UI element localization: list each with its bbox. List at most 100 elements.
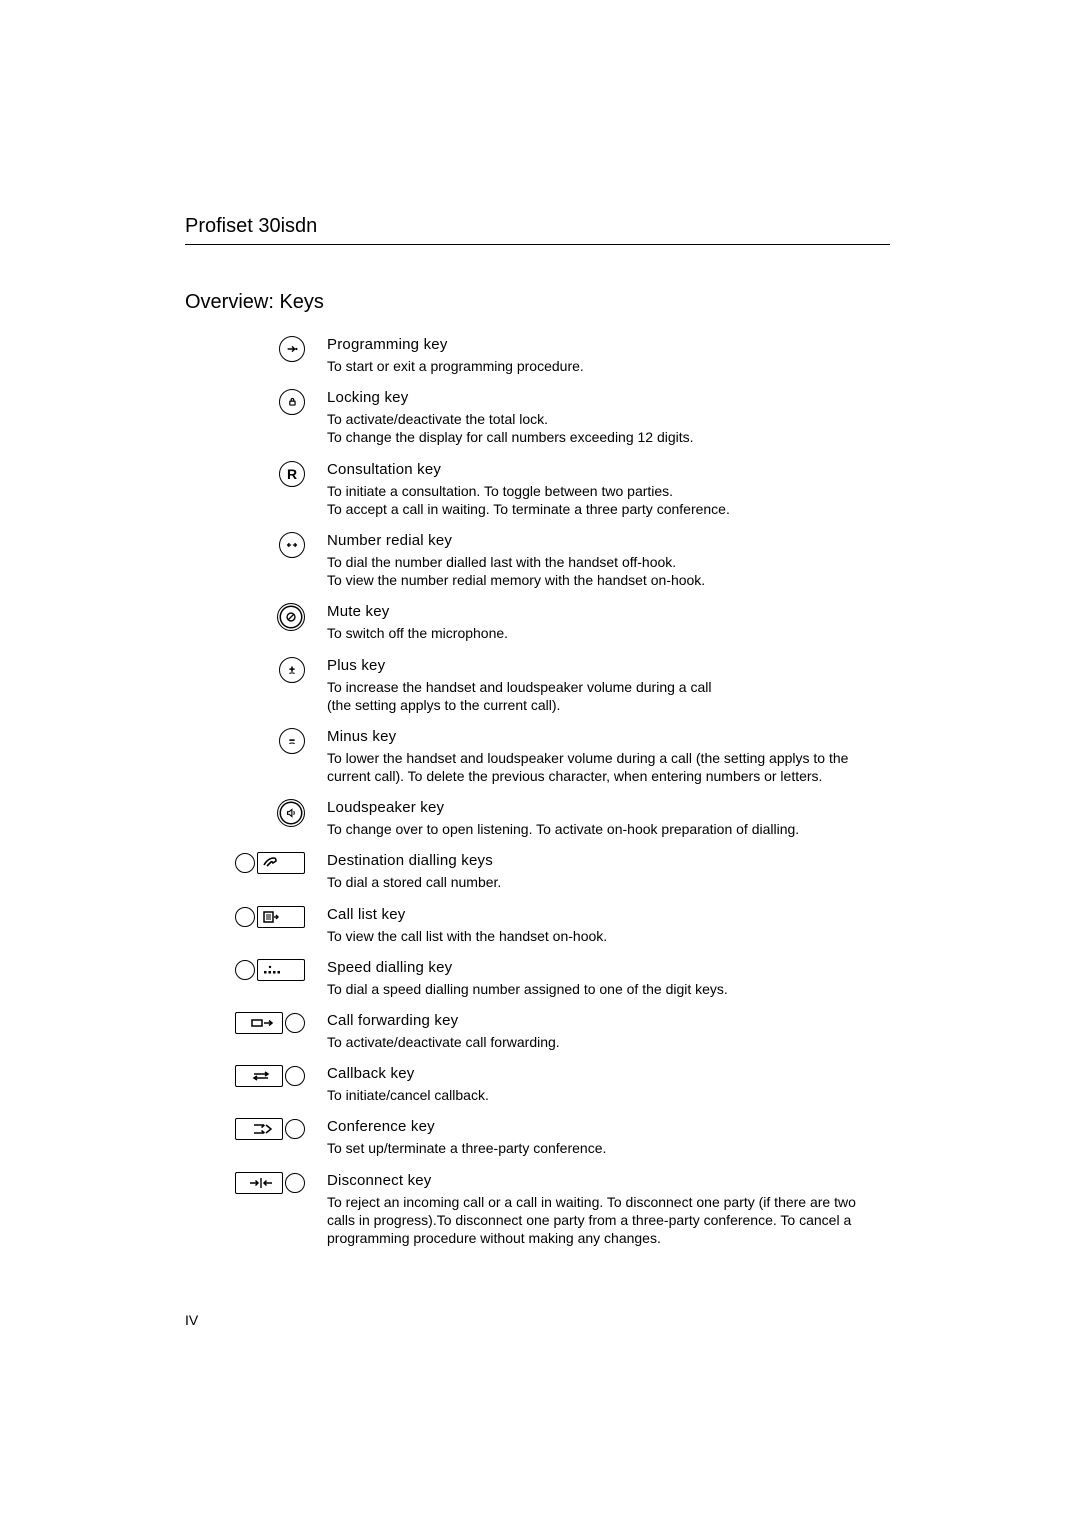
icon-cell [185, 959, 327, 981]
key-row-mute: Mute key To switch off the microphone. [185, 603, 895, 642]
disconnect-key-icon [235, 1172, 305, 1194]
key-row-speed-dial: Speed dialling key To dial a speed diall… [185, 959, 895, 998]
keycap-icon [257, 906, 305, 928]
key-row-consultation: R Consultation key To initiate a consult… [185, 461, 895, 518]
led-icon [235, 907, 255, 927]
icon-cell [185, 657, 327, 683]
text-cell: Programming key To start or exit a progr… [327, 336, 882, 375]
text-cell: Mute key To switch off the microphone. [327, 603, 882, 642]
keycap-icon [257, 852, 305, 874]
callback-key-icon [235, 1065, 305, 1087]
led-icon [235, 960, 255, 980]
key-name: Call forwarding key [327, 1012, 882, 1029]
icon-cell [185, 799, 327, 827]
key-row-redial: Number redial key To dial the number dia… [185, 532, 895, 589]
keys-list: Programming key To start or exit a progr… [185, 336, 895, 1261]
key-desc: To switch off the microphone. [327, 624, 882, 642]
key-desc: To dial a stored call number. [327, 873, 882, 891]
icon-cell [185, 728, 327, 754]
page-number: IV [185, 1312, 198, 1328]
section-title: Overview: Keys [185, 291, 895, 314]
key-desc: To reject an incoming call or a call in … [327, 1193, 882, 1248]
key-desc: To increase the handset and loudspeaker … [327, 678, 882, 714]
key-row-minus: Minus key To lower the handset and louds… [185, 728, 895, 785]
loudspeaker-icon [277, 799, 305, 827]
conference-key-icon [235, 1118, 305, 1140]
key-desc: To initiate a consultation. To toggle be… [327, 482, 882, 518]
text-cell: Disconnect key To reject an incoming cal… [327, 1172, 882, 1248]
icon-cell [185, 1012, 327, 1034]
keycap-icon [257, 959, 305, 981]
icon-cell [185, 603, 327, 631]
icon-cell [185, 336, 327, 362]
icon-cell [185, 1065, 327, 1087]
key-row-conference: Conference key To set up/terminate a thr… [185, 1118, 895, 1157]
locking-icon [279, 389, 305, 415]
key-row-plus: Plus key To increase the handset and lou… [185, 657, 895, 714]
led-icon [285, 1119, 305, 1139]
led-icon [285, 1173, 305, 1193]
led-icon [285, 1066, 305, 1086]
key-name: Programming key [327, 336, 882, 353]
text-cell: Destination dialling keys To dial a stor… [327, 852, 882, 891]
programming-icon [279, 336, 305, 362]
destination-key-icon [235, 852, 305, 874]
key-row-callback: Callback key To initiate/cancel callback… [185, 1065, 895, 1104]
minus-icon [279, 728, 305, 754]
device-title: Profiset 30isdn [185, 215, 890, 245]
consultation-icon: R [279, 461, 305, 487]
key-row-destination: Destination dialling keys To dial a stor… [185, 852, 895, 891]
text-cell: Locking key To activate/deactivate the t… [327, 389, 882, 446]
speed-dial-key-icon [235, 959, 305, 981]
key-desc: To dial a speed dialling number assigned… [327, 980, 882, 998]
redial-icon [279, 532, 305, 558]
key-name: Disconnect key [327, 1172, 882, 1189]
key-desc: To start or exit a programming procedure… [327, 357, 882, 375]
icon-cell [185, 389, 327, 415]
keycap-icon [235, 1172, 283, 1194]
key-desc: To set up/terminate a three-party confer… [327, 1139, 882, 1157]
key-name: Conference key [327, 1118, 882, 1135]
key-desc: To lower the handset and loudspeaker vol… [327, 749, 882, 785]
icon-cell [185, 906, 327, 928]
key-row-loudspeaker: Loudspeaker key To change over to open l… [185, 799, 895, 838]
key-name: Callback key [327, 1065, 882, 1082]
text-cell: Speed dialling key To dial a speed diall… [327, 959, 882, 998]
text-cell: Number redial key To dial the number dia… [327, 532, 882, 589]
key-row-call-list: Call list key To view the call list with… [185, 906, 895, 945]
icon-cell [185, 1118, 327, 1140]
text-cell: Call forwarding key To activate/deactiva… [327, 1012, 882, 1051]
text-cell: Callback key To initiate/cancel callback… [327, 1065, 882, 1104]
plus-icon [279, 657, 305, 683]
key-name: Plus key [327, 657, 882, 674]
icon-cell: R [185, 461, 327, 487]
key-name: Destination dialling keys [327, 852, 882, 869]
mute-icon [277, 603, 305, 631]
led-icon [235, 853, 255, 873]
key-name: Speed dialling key [327, 959, 882, 976]
icon-cell [185, 852, 327, 874]
key-desc: To change over to open listening. To act… [327, 820, 882, 838]
keycap-icon [235, 1065, 283, 1087]
key-name: Number redial key [327, 532, 882, 549]
key-name: Locking key [327, 389, 882, 406]
key-name: Consultation key [327, 461, 882, 478]
call-list-key-icon [235, 906, 305, 928]
forwarding-key-icon [235, 1012, 305, 1034]
key-desc: To activate/deactivate call forwarding. [327, 1033, 882, 1051]
keycap-icon [235, 1012, 283, 1034]
key-row-programming: Programming key To start or exit a progr… [185, 336, 895, 375]
key-desc: To activate/deactivate the total lock.To… [327, 410, 882, 446]
key-row-disconnect: Disconnect key To reject an incoming cal… [185, 1172, 895, 1248]
led-icon [285, 1013, 305, 1033]
key-row-forwarding: Call forwarding key To activate/deactiva… [185, 1012, 895, 1051]
key-desc: To view the call list with the handset o… [327, 927, 882, 945]
key-desc: To dial the number dialled last with the… [327, 553, 882, 589]
key-name: Call list key [327, 906, 882, 923]
text-cell: Minus key To lower the handset and louds… [327, 728, 882, 785]
text-cell: Consultation key To initiate a consultat… [327, 461, 882, 518]
text-cell: Call list key To view the call list with… [327, 906, 882, 945]
key-desc: To initiate/cancel callback. [327, 1086, 882, 1104]
icon-cell [185, 1172, 327, 1194]
keycap-icon [235, 1118, 283, 1140]
